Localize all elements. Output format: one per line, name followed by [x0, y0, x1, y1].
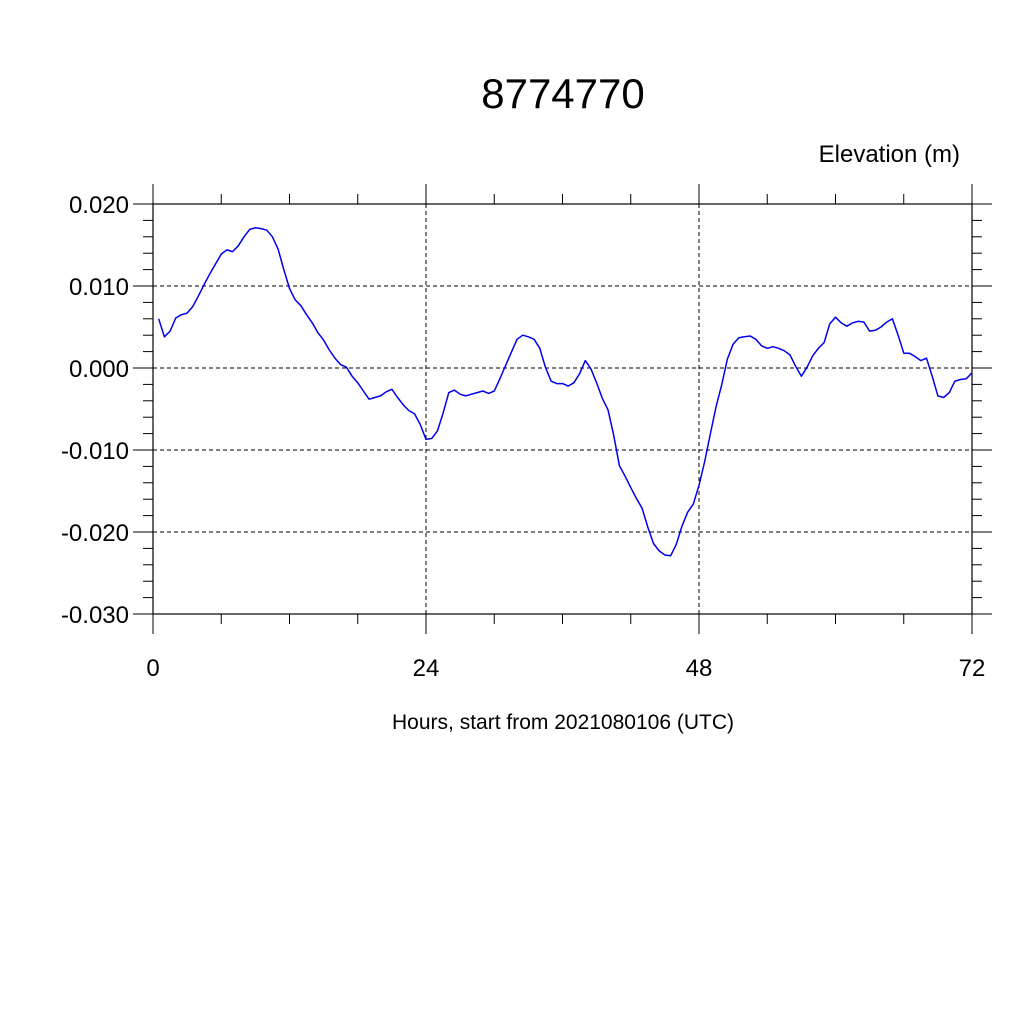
y-tick-label: -0.020	[61, 520, 129, 547]
x-tick-label: 72	[959, 655, 986, 682]
y-tick-label: 0.020	[69, 192, 129, 219]
tick-labels-layer: 0.020 0.010 0.000 -0.010 -0.020 -0.030 0 24 48 72	[61, 192, 985, 682]
x-tick-label: 48	[686, 655, 713, 682]
plot-frame	[152, 203, 973, 615]
y-tick-label: 0.010	[69, 274, 129, 301]
chart-title: 8774770	[481, 70, 645, 117]
series-line	[157, 227, 973, 557]
y-tick-label: 0.000	[69, 356, 129, 383]
ticks-layer	[133, 184, 992, 634]
y-tick-label: -0.030	[61, 602, 129, 629]
x-tick-label: 0	[146, 655, 159, 682]
units-label: Elevation (m)	[819, 141, 960, 168]
grid-layer	[152, 203, 973, 615]
y-tick-label: -0.010	[61, 438, 129, 465]
x-tick-label: 24	[413, 655, 440, 682]
x-axis-label: Hours, start from 2021080106 (UTC)	[392, 711, 734, 734]
